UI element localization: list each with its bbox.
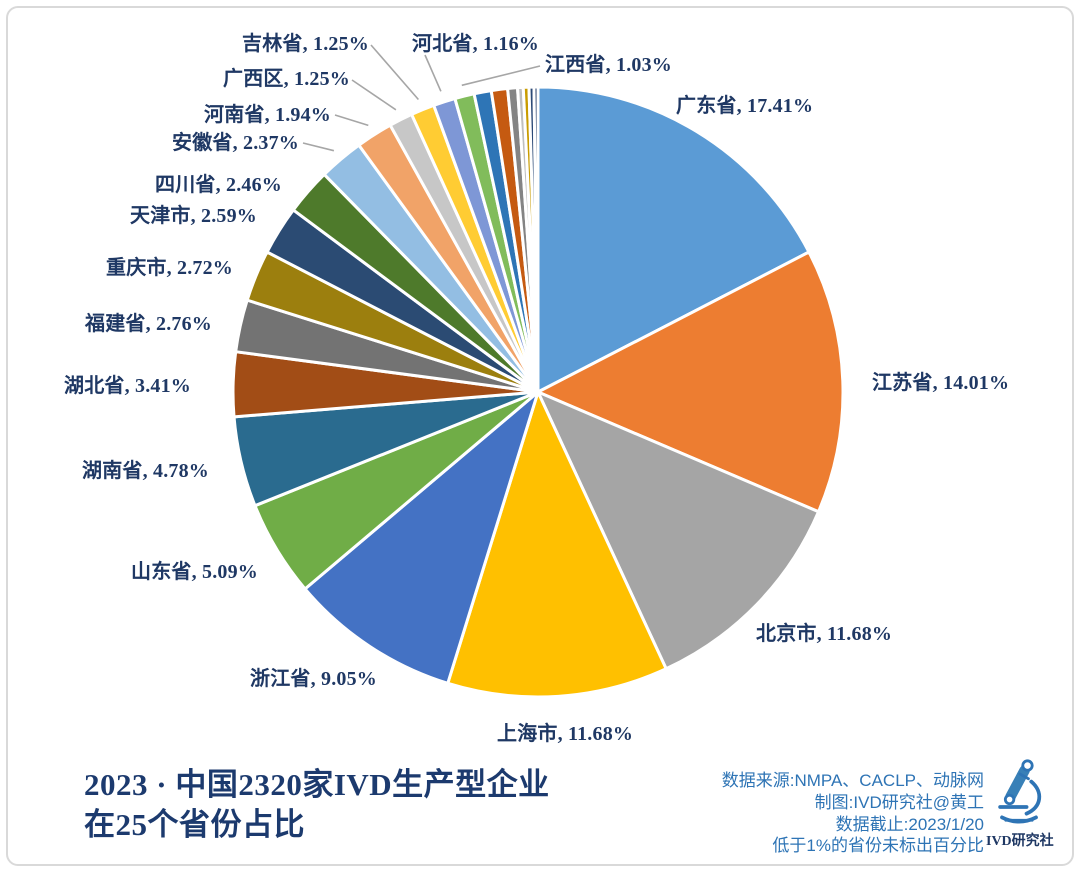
chart-title-line2: 在25个省份占比 [84, 807, 305, 843]
pie-label-山东省: 山东省, 5.09% [131, 560, 258, 583]
pie-slice-江苏省 [536, 250, 845, 514]
pie-label-重庆市: 重庆市, 2.72% [106, 256, 233, 279]
pie-label-广西区: 广西区, 1.25% [223, 67, 350, 90]
leader-line-河南省 [334, 114, 369, 127]
pie-label-吉林省: 吉林省, 1.25% [242, 32, 369, 55]
pie-slice-浙江省 [303, 390, 540, 685]
brand-logo: IVD研究社 [986, 758, 1054, 850]
source-info: 数据来源:NMPA、CACLP、动脉网 制图:IVD研究社@黄工 数据截止:20… [722, 770, 984, 857]
leader-line-河北省 [424, 54, 442, 92]
source-line-datasource: 数据来源:NMPA、CACLP、动脉网 [721, 771, 984, 790]
pie-label-北京市: 北京市, 11.68% [756, 622, 893, 645]
pie-label-浙江省: 浙江省, 9.05% [250, 667, 377, 690]
pie-label-湖南省: 湖南省, 4.78% [82, 459, 209, 482]
source-line-note: 低于1%的省份未标出百分比 [772, 836, 984, 856]
leader-line-吉林省 [370, 44, 420, 101]
pie-label-广东省: 广东省, 17.41% [676, 94, 814, 117]
pie-slice-北京市 [536, 390, 821, 671]
source-line-author: 制图:IVD研究社@黄工 [814, 792, 984, 812]
pie-label-江苏省: 江苏省, 14.01% [872, 371, 1010, 394]
pie-label-湖北省: 湖北省, 3.41% [64, 374, 191, 397]
brand-logo-text: IVD研究社 [986, 834, 1054, 849]
leader-line-安徽省 [302, 142, 335, 152]
pie-label-江西省: 江西省, 1.03% [545, 53, 672, 76]
pie-label-四川省: 四川省, 2.46% [155, 173, 282, 196]
leader-line-江西省 [461, 65, 541, 87]
pie-label-河北省: 河北省, 1.16% [412, 32, 539, 55]
chart-title-line1: 2023 · 中国2320家IVD生产型企业 [84, 767, 550, 802]
pie-label-福建省: 福建省, 2.76% [85, 312, 212, 335]
pie-label-河南省: 河南省, 1.94% [204, 103, 331, 126]
pie-slice-unlabeled [532, 85, 540, 394]
chart-title: 2023 · 中国2320家IVD生产型企业 在25个省份占比 [84, 765, 550, 846]
pie-slice-广东省 [536, 85, 811, 394]
pie-slice-上海市 [446, 390, 668, 699]
leader-line-广西区 [351, 79, 397, 111]
pie-label-天津市: 天津市, 2.59% [130, 204, 257, 227]
pie-label-安徽省: 安徽省, 2.37% [172, 131, 299, 154]
microscope-icon [998, 759, 1042, 824]
pie-label-上海市: 上海市, 11.68% [497, 722, 634, 745]
source-line-cutoff: 数据截止:2023/1/20 [835, 814, 984, 834]
